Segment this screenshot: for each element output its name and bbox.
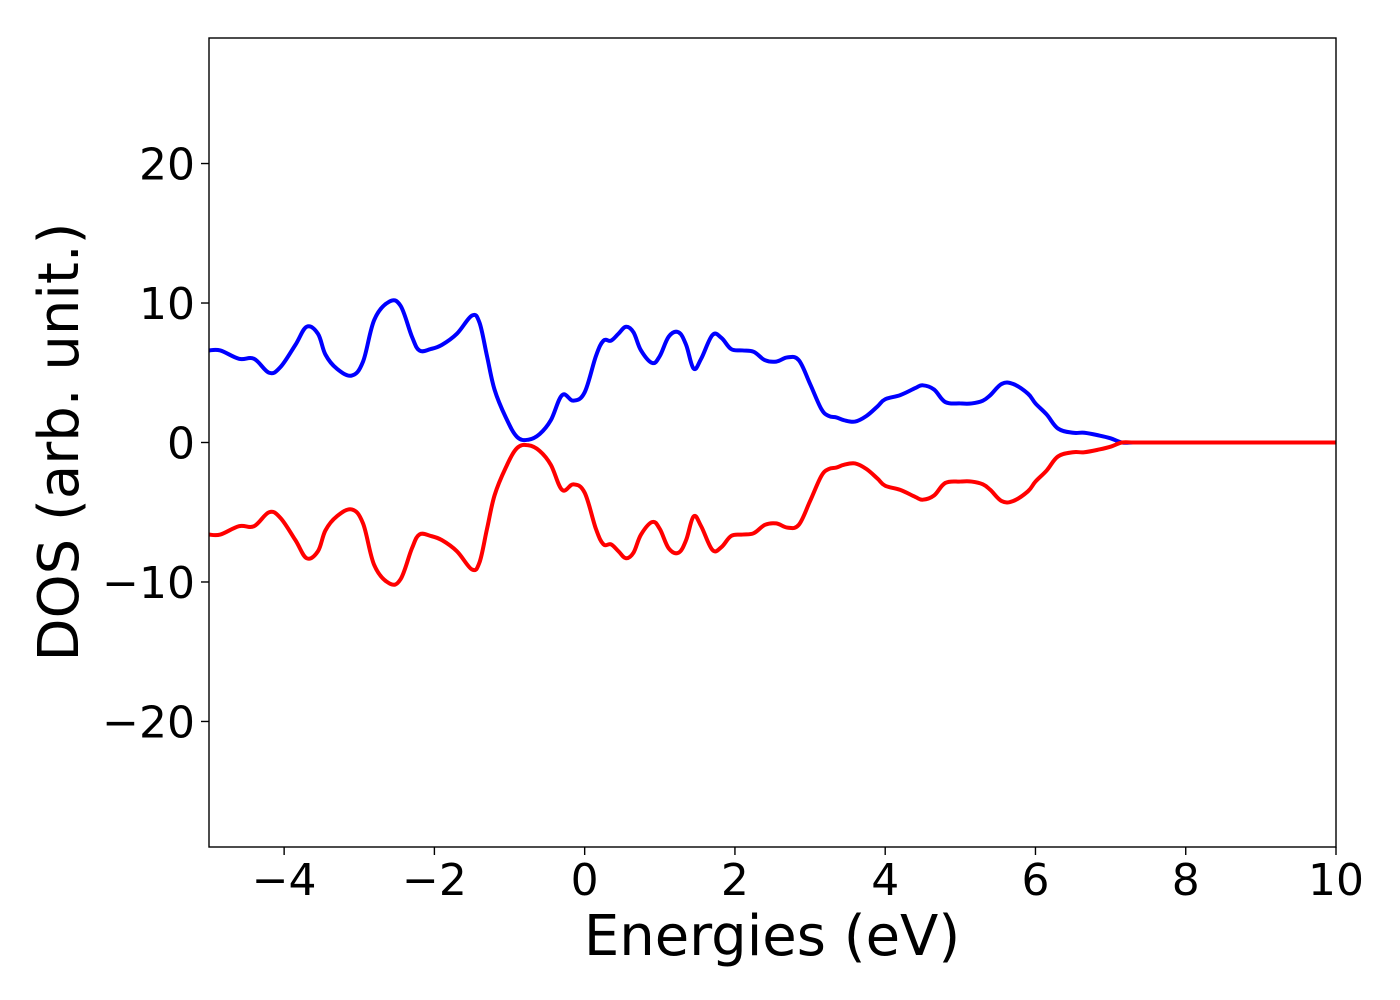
x-axis-label: Energies (eV): [584, 904, 960, 969]
x-tick-label: 0: [571, 855, 599, 906]
x-tick-label: 10: [1308, 855, 1364, 906]
y-axis-label: DOS (arb. unit.): [27, 222, 92, 661]
dos-series-line-up: [209, 298, 1336, 445]
y-tick-label: 0: [167, 419, 195, 470]
y-tick-label: −10: [102, 558, 195, 609]
dos-series-line-down: [209, 440, 1336, 587]
x-tick-label: 2: [721, 855, 749, 906]
x-tick-label: −2: [402, 855, 467, 906]
y-tick-label: 10: [139, 279, 195, 330]
x-tick-label: −4: [252, 855, 317, 906]
x-tick-label: 6: [1021, 855, 1049, 906]
y-tick-label: −20: [102, 697, 195, 748]
y-tick-label: 20: [139, 140, 195, 191]
x-tick-label: 8: [1172, 855, 1200, 906]
x-tick-label: 4: [871, 855, 899, 906]
